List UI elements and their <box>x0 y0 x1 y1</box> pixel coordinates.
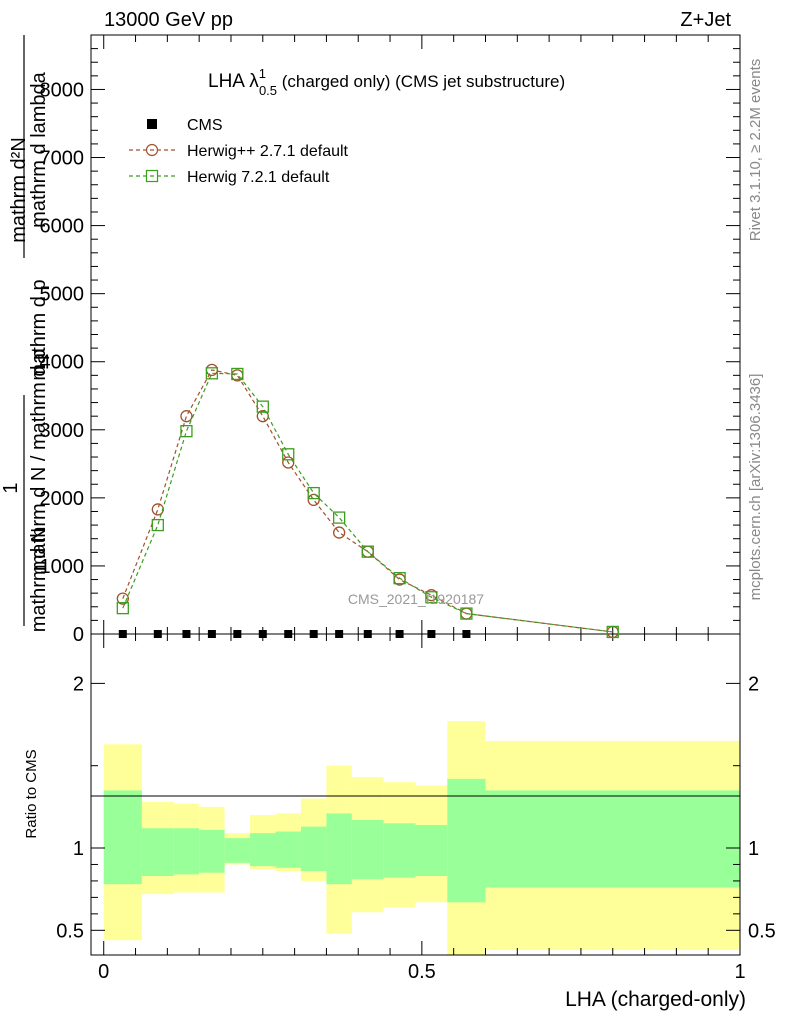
ratio-y-tick-label-right: 1 <box>748 838 759 860</box>
main-y-tick-label: 1000 <box>40 556 85 578</box>
main-y-tick-label: 8000 <box>40 79 85 101</box>
ratio-inner-band-bin <box>103 790 142 885</box>
data-point <box>307 493 320 507</box>
cms-data-point <box>395 630 404 638</box>
cms-data-point <box>309 630 318 638</box>
main-y-tick-label: 0 <box>73 624 84 646</box>
series-line <box>122 369 613 633</box>
data-point <box>282 448 295 461</box>
data-point <box>116 592 129 605</box>
legend-herwigpp-label: Herwig++ 2.7.1 default <box>187 143 349 160</box>
x-axis-label: LHA (charged-only) <box>565 988 746 1011</box>
data-point <box>180 425 193 438</box>
ratio-panel-frame <box>90 633 741 956</box>
ratio-inner-band-bin <box>173 828 200 875</box>
main-y-tick-label: 3000 <box>40 420 85 442</box>
main-y-tick-label: 2000 <box>40 488 85 510</box>
cms-data-point <box>207 630 216 638</box>
ratio-inner-band-bin <box>351 820 384 880</box>
ratio-inner-band-bin <box>199 829 225 873</box>
data-point <box>460 607 473 620</box>
y-label-denominator-bottom: mathrm d N / mathrm d p <box>28 349 50 571</box>
y-label-denominator-top: mathrm d p <box>28 279 50 380</box>
main-y-ticks: 1000 2000 3000 4000 5000 6000 7000 8000 0 <box>40 48 740 646</box>
cms-data-point <box>335 630 344 638</box>
y-label-numerator: mathrm d²N <box>8 137 30 243</box>
cms-data-point <box>233 630 242 638</box>
ratio-inner-band-bin <box>250 833 276 867</box>
data-point <box>425 591 438 604</box>
header-process: Z+Jet <box>680 9 731 31</box>
ratio-x-tick-label: 1 <box>734 961 745 983</box>
legend-cms-marker <box>147 119 157 129</box>
cms-data-point <box>284 630 293 638</box>
ratio-x-tick-label: 0.5 <box>408 961 436 983</box>
cms-data-point <box>153 630 162 638</box>
ratio-inner-band-bin <box>224 838 251 863</box>
cms-data-point <box>118 630 127 638</box>
legend: CMS Herwig++ 2.7.1 default Herwig 7.2.1 … <box>129 117 349 186</box>
ratio-inner-band-bin <box>383 823 416 878</box>
plot-title: LHA λ1 0.5 (charged only) (CMS jet substr… <box>208 66 565 98</box>
legend-herwigpp-marker <box>145 143 159 157</box>
data-point <box>151 518 164 532</box>
ratio-x-ticks: 0 0.5 1 <box>98 634 746 983</box>
cms-data-point <box>462 630 471 638</box>
main-y-tick-label: 7000 <box>40 148 85 170</box>
ratio-inner-band-bin <box>415 824 448 876</box>
ratio-x-tick-label: 0 <box>98 961 109 983</box>
cms-data-point <box>182 630 191 638</box>
ratio-uncertainty-bands <box>103 721 740 955</box>
data-point <box>231 367 244 381</box>
data-point <box>205 367 219 380</box>
legend-herwig7-marker <box>145 169 159 183</box>
data-point <box>116 601 129 615</box>
data-point <box>180 410 193 423</box>
y-axis-label: mathrm d²N mathrm d lambda mathrm d p 1 … <box>0 35 50 632</box>
y-label-denominator-bottom-tail: mathrm d N <box>28 528 50 632</box>
data-point <box>606 625 619 639</box>
y-label-one: 1 <box>0 482 22 493</box>
cms-data-point <box>258 630 267 638</box>
data-point <box>307 486 320 500</box>
legend-cms-label: CMS <box>187 117 223 134</box>
ratio-y-tick-label: 2 <box>73 673 84 695</box>
ratio-inner-band-bin <box>447 778 486 903</box>
legend-herwig7-label: Herwig 7.2.1 default <box>187 169 330 186</box>
rivet-label: Rivet 3.1.10, ≥ 2.2M events <box>747 59 764 242</box>
ratio-inner-band-bin <box>275 831 301 868</box>
analysis-watermark: CMS_2021_I1920187 <box>348 591 484 607</box>
ratio-inner-band-bin <box>141 828 174 876</box>
main-y-tick-label: 6000 <box>40 216 85 238</box>
cms-data-point <box>427 630 436 638</box>
ratio-y-label: Ratio to CMS <box>23 749 40 838</box>
ratio-y-tick-label-right: 2 <box>748 673 759 695</box>
main-x-ticks <box>103 35 741 634</box>
data-point <box>332 526 346 539</box>
ratio-inner-band-bin <box>485 790 740 888</box>
data-point <box>151 503 164 516</box>
ratio-y-ticks: 0.5 0.5 1 1 2 2 <box>56 673 776 942</box>
data-point <box>256 400 269 413</box>
ratio-y-tick-label-right: 0.5 <box>748 920 776 942</box>
main-y-tick-label: 4000 <box>40 352 85 374</box>
ratio-y-tick-label: 0.5 <box>56 920 84 942</box>
data-point <box>393 572 406 585</box>
main-y-tick-label: 5000 <box>40 284 85 306</box>
data-point <box>332 511 346 524</box>
series-herwig7 <box>116 367 619 639</box>
y-label-denominator-tail: mathrm d lambda <box>28 71 50 227</box>
ratio-inner-band-bin <box>300 826 327 872</box>
ratio-y-tick-label: 1 <box>73 838 84 860</box>
series-cms <box>118 630 471 638</box>
mcplots-label: mcplots.cern.ch [arXiv:1306.3436] <box>747 374 764 601</box>
header-energy: 13000 GeV pp <box>104 9 233 31</box>
ratio-inner-band-bin <box>326 813 352 885</box>
data-point <box>282 456 295 469</box>
cms-data-point <box>363 630 372 638</box>
data-point <box>361 545 374 558</box>
